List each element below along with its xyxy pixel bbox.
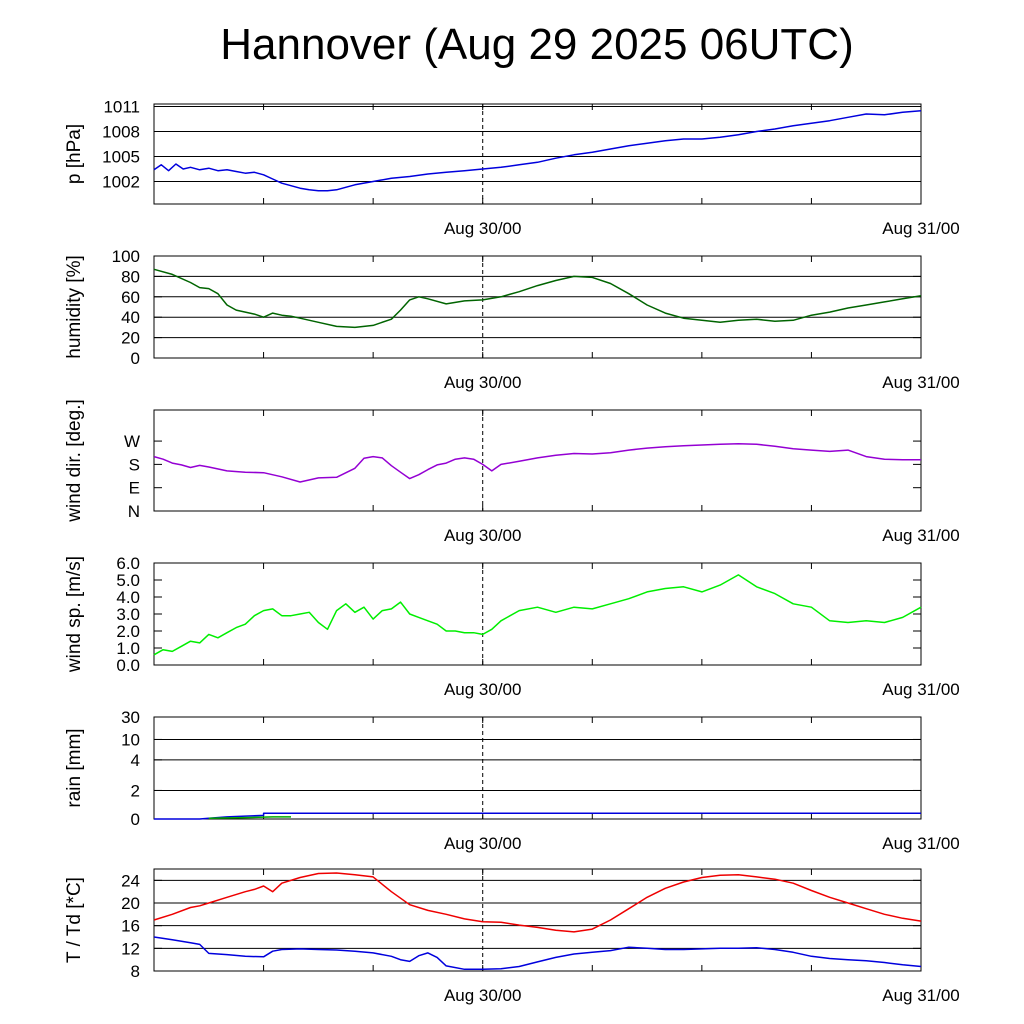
chart-wind-speed-ytick-label-1: 1.0 (116, 639, 140, 658)
chart-humidity-series-0-line (153, 268, 922, 329)
chart-humidity-frame (153, 255, 922, 359)
chart-wind-direction-xtick-label-0: Aug 30/00 (444, 526, 522, 545)
chart-temperature-xtick-label-1: Aug 31/00 (882, 986, 960, 1005)
chart-temperature-series-1-line (153, 936, 922, 971)
chart-pressure-xtick-label-0: Aug 30/00 (444, 219, 522, 238)
chart-wind-direction-frame (153, 409, 922, 512)
chart-rain-ytick-label-2: 4 (131, 751, 140, 770)
chart-pressure-ytick-label-0: 1002 (102, 173, 140, 192)
chart-temperature-ytick-label-2: 16 (121, 917, 140, 936)
chart-humidity-xtick-label-1: Aug 31/00 (882, 373, 960, 392)
chart-rain-ytick-label-0: 0 (131, 810, 140, 829)
chart-rain-ytick-label-1: 2 (131, 781, 140, 800)
chart-wind-direction-ytick-label-3: W (124, 432, 140, 451)
chart-wind-direction-ylabel: wind dir. [deg.] (64, 399, 85, 523)
chart-humidity-ytick-label-5: 100 (112, 247, 140, 266)
chart-pressure-frame (153, 103, 922, 205)
chart-temperature: 8 12 16 20 24 Aug 30/00 Aug 31/00 T / Td [*C] (64, 868, 960, 1005)
chart-wind-speed: 0.01.02.03.04.05.06.0 Aug 30/00 Aug 31/00 w… (64, 554, 960, 699)
chart-wind-speed-ytick-label-0: 0.0 (116, 656, 140, 675)
chart-humidity-ytick-label-4: 80 (121, 267, 140, 286)
chart-wind-speed-ytick-label-4: 4.0 (116, 588, 140, 607)
chart-rain-ytick-label-4: 30 (121, 708, 140, 727)
chart-temperature-series-0-line (153, 872, 922, 933)
chart-rain-frame (153, 716, 922, 820)
chart-wind-speed-ytick-label-5: 5.0 (116, 571, 140, 590)
chart-temperature-ytick-label-3: 20 (121, 894, 140, 913)
chart-temperature-xtick-label-0: Aug 30/00 (444, 986, 522, 1005)
chart-wind-speed-ytick-label-2: 2.0 (116, 622, 140, 641)
chart-rain-xtick-label-0: Aug 30/00 (444, 834, 522, 853)
chart-wind-speed-ytick-label-3: 3.0 (116, 605, 140, 624)
chart-wind-direction-xtick-label-1: Aug 31/00 (882, 526, 960, 545)
chart-temperature-ytick-label-1: 12 (121, 939, 140, 958)
chart-humidity-xtick-label-0: Aug 30/00 (444, 373, 522, 392)
chart-pressure-ytick-label-2: 1008 (102, 123, 140, 142)
chart-wind-speed-ylabel: wind sp. [m/s] (64, 556, 85, 673)
chart-pressure-xtick-label-1: Aug 31/00 (882, 219, 960, 238)
chart-pressure-series-0-line (153, 109, 922, 192)
chart-temperature-ylabel: T / Td [*C] (64, 877, 85, 963)
chart-humidity-ytick-label-0: 0 (131, 349, 140, 368)
chart-pressure: 1002 1005 1008 1011 Aug 30/00 Aug 31/00 p [hPa… (64, 98, 960, 239)
chart-rain-ylabel: rain [mm] (64, 728, 85, 807)
chart-wind-speed-frame (153, 562, 922, 666)
page-title: Hannover (Aug 29 2025 06UTC) (220, 20, 854, 69)
chart-wind-direction-series-0-line (153, 442, 921, 483)
chart-wind-speed-ytick-label-6: 6.0 (116, 554, 140, 573)
chart-pressure-ytick-label-3: 1011 (103, 98, 140, 117)
chart-rain-ytick-label-3: 10 (121, 730, 140, 749)
chart-humidity-ytick-label-3: 60 (121, 288, 140, 307)
chart-pressure-ytick-label-1: 1005 (102, 148, 140, 167)
chart-humidity-ytick-label-2: 40 (121, 308, 140, 327)
chart-wind-speed-series-0-line (153, 574, 922, 656)
chart-temperature-ytick-label-0: 8 (131, 962, 140, 981)
chart-rain-xtick-label-1: Aug 31/00 (882, 834, 960, 853)
chart-wind-direction-ytick-label-0: N (128, 502, 140, 521)
chart-wind-speed-xtick-label-0: Aug 30/00 (444, 680, 522, 699)
chart-rain-series-0-line (154, 812, 921, 820)
chart-rain: 0 2 4 10 30 Aug 30/00 Aug 31/00 rain [mm] (64, 708, 960, 853)
chart-humidity-ylabel: humidity [%] (64, 255, 85, 358)
chart-wind-direction-ytick-label-2: S (129, 455, 140, 474)
chart-pressure-ylabel: p [hPa] (64, 124, 85, 184)
chart-humidity-ytick-label-1: 20 (121, 329, 140, 348)
chart-temperature-ytick-label-4: 24 (121, 871, 140, 890)
chart-rain-series-1-line (208, 816, 291, 820)
chart-wind-speed-xtick-label-1: Aug 31/00 (882, 680, 960, 699)
chart-wind-direction-ytick-label-1: E (129, 479, 140, 498)
